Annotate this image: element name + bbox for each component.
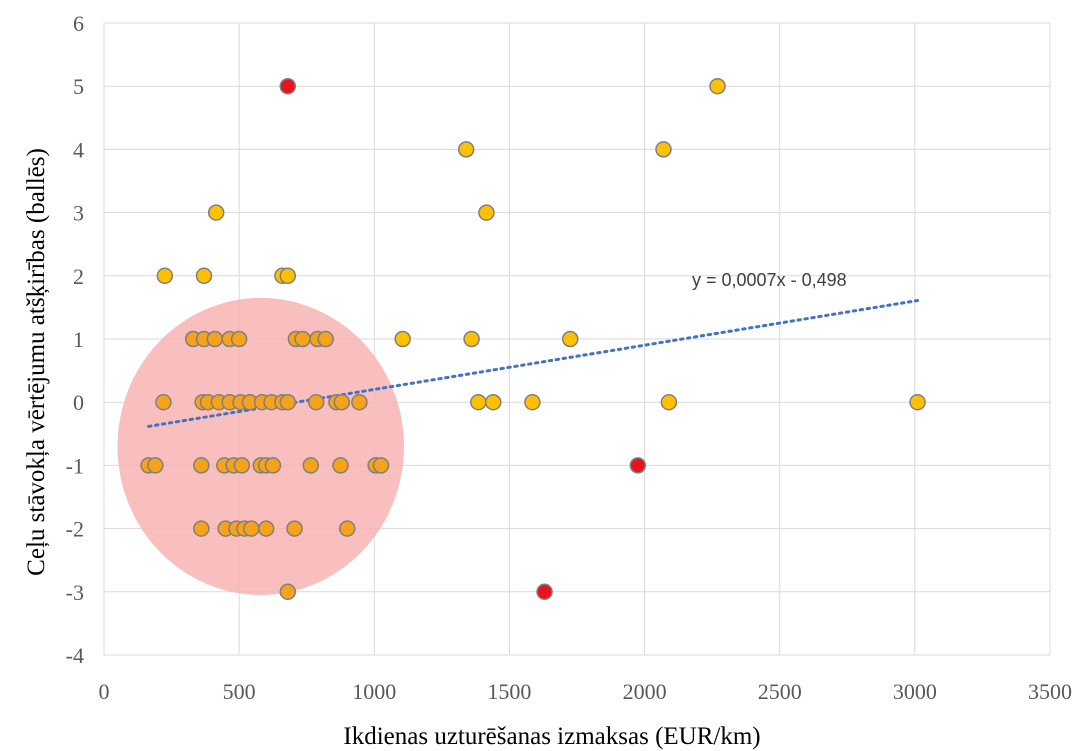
data-point: [156, 267, 174, 285]
y-axis-ticks: -4 -3 -2 -1 0 1 2 3 4 5 6: [66, 11, 84, 668]
y-tick-label: 5: [73, 74, 84, 99]
data-point: [332, 457, 349, 474]
x-tick-label: 3500: [1028, 679, 1072, 704]
data-point: [195, 267, 213, 285]
data-point: [524, 393, 541, 411]
data-point: [709, 77, 726, 95]
x-tick-label: 500: [223, 679, 256, 704]
highlight-ellipse: [117, 297, 405, 595]
x-axis-title: Ikdienas uzturēšanas izmaksas (EUR/km): [343, 723, 760, 750]
y-tick-label: 0: [73, 390, 84, 415]
x-axis-ticks: 0 500 1000 1500 2000 2500 3000 3500: [99, 679, 1073, 704]
data-point: [206, 330, 224, 348]
x-tick-label: 3000: [893, 679, 937, 704]
data-point: [294, 330, 311, 348]
y-tick-label: 6: [73, 11, 84, 36]
x-tick-label: 2500: [758, 679, 802, 704]
data-points: [140, 77, 926, 601]
data-point: [233, 457, 251, 474]
data-point: [279, 267, 297, 285]
data-point: [230, 330, 248, 348]
data-point: [302, 457, 320, 474]
outlier-point: [279, 77, 297, 95]
y-tick-label: -2: [66, 517, 84, 542]
y-tick-label: 1: [73, 327, 84, 352]
x-tick-label: 1000: [352, 679, 396, 704]
y-tick-label: -4: [66, 643, 84, 668]
x-tick-label: 1500: [487, 679, 531, 704]
data-point: [279, 583, 297, 601]
data-point: [155, 393, 172, 411]
y-axis-title: Ceļu stāvokļa vērtējumu atšķirības (ball…: [23, 148, 50, 576]
x-tick-label: 0: [99, 679, 110, 704]
x-tick-label: 2000: [623, 679, 667, 704]
y-tick-label: -3: [66, 580, 84, 605]
data-point: [339, 520, 356, 537]
data-point: [279, 393, 297, 411]
data-point: [193, 520, 210, 537]
data-point: [660, 393, 678, 411]
data-point: [470, 393, 487, 411]
data-point: [457, 141, 475, 158]
outlier-point: [629, 457, 647, 474]
highlight-region: [117, 297, 405, 595]
data-point: [372, 457, 390, 474]
trendline-equation: y = 0,0007x - 0,498: [692, 270, 847, 290]
data-point: [286, 520, 303, 537]
y-tick-label: 2: [73, 264, 84, 289]
data-point: [307, 393, 325, 411]
data-point: [243, 520, 260, 537]
data-point: [478, 204, 495, 221]
data-point: [317, 330, 334, 348]
data-point: [207, 204, 225, 221]
data-point: [561, 330, 579, 348]
y-tick-label: 3: [73, 201, 84, 226]
data-point: [147, 457, 164, 474]
data-point: [909, 393, 926, 411]
y-tick-label: 4: [73, 137, 84, 162]
data-point: [333, 393, 351, 411]
data-point: [351, 393, 368, 411]
data-point: [193, 457, 210, 474]
data-point: [484, 393, 502, 411]
data-point: [394, 330, 411, 348]
data-point: [257, 520, 275, 537]
outlier-point: [536, 583, 553, 601]
y-tick-label: -1: [66, 453, 84, 478]
data-point: [264, 457, 282, 474]
data-point: [463, 330, 480, 348]
data-point: [655, 141, 672, 158]
